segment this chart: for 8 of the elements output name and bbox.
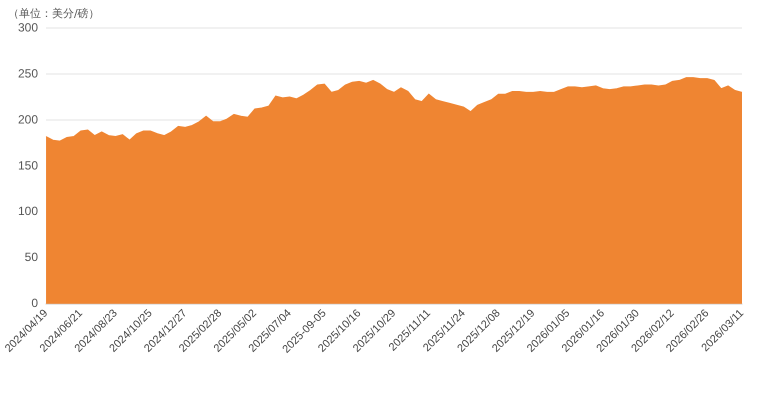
y-tick-label: 50	[24, 250, 38, 264]
y-tick-label: 0	[31, 296, 38, 310]
y-tick-label: 250	[18, 66, 38, 80]
y-tick-label: 300	[18, 20, 38, 34]
y-tick-label: 150	[18, 158, 38, 172]
y-tick-label: 200	[18, 112, 38, 126]
y-tick-label: 100	[18, 204, 38, 218]
y-axis-title: （单位：美分/磅）	[8, 6, 100, 21]
